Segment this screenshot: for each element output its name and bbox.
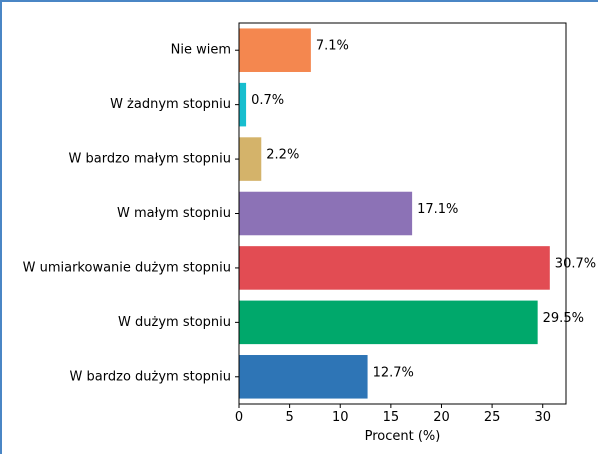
bar bbox=[239, 82, 247, 127]
bar bbox=[239, 246, 550, 290]
category-label: W bardzo dużym stopniu bbox=[70, 369, 231, 384]
bars-group bbox=[239, 28, 550, 399]
data-label: 2.2% bbox=[266, 148, 299, 163]
data-label: 30.7% bbox=[555, 256, 596, 271]
data-label: 12.7% bbox=[373, 365, 414, 380]
data-label: 7.1% bbox=[316, 39, 349, 54]
data-label: 17.1% bbox=[417, 202, 458, 217]
category-label: W umiarkowanie dużym stopniu bbox=[23, 260, 231, 275]
plot-area-border bbox=[238, 22, 567, 405]
x-axis-label: Procent (%) bbox=[365, 429, 441, 444]
data-label: 29.5% bbox=[543, 311, 584, 326]
x-tick-label: 0 bbox=[235, 410, 243, 425]
category-labels: Nie wiem W żadnym stopniu W bardzo małym s… bbox=[23, 43, 239, 384]
x-tick-label: 30 bbox=[534, 410, 551, 425]
x-tick-label: 15 bbox=[383, 410, 400, 425]
bar bbox=[239, 137, 262, 181]
bar bbox=[239, 191, 413, 236]
bar bbox=[239, 28, 311, 72]
category-label: W dużym stopniu bbox=[118, 315, 231, 330]
x-tick-label: 10 bbox=[332, 410, 349, 425]
x-axis-ticks: 0 5 10 15 20 25 30 bbox=[235, 404, 551, 425]
category-label: W bardzo małym stopniu bbox=[69, 152, 231, 167]
category-label: Nie wiem bbox=[171, 43, 231, 58]
bar bbox=[239, 300, 538, 345]
category-label: W żadnym stopniu bbox=[110, 97, 231, 112]
x-tick-label: 25 bbox=[484, 410, 501, 425]
x-tick-label: 20 bbox=[433, 410, 450, 425]
value-labels: 7.1% 0.7% 2.2% 17.1% 30.7% 29.5% 12.7% bbox=[251, 39, 596, 381]
x-tick-label: 5 bbox=[285, 410, 293, 425]
data-label: 0.7% bbox=[251, 93, 284, 108]
bar bbox=[239, 355, 368, 399]
category-label: W małym stopniu bbox=[117, 206, 231, 221]
